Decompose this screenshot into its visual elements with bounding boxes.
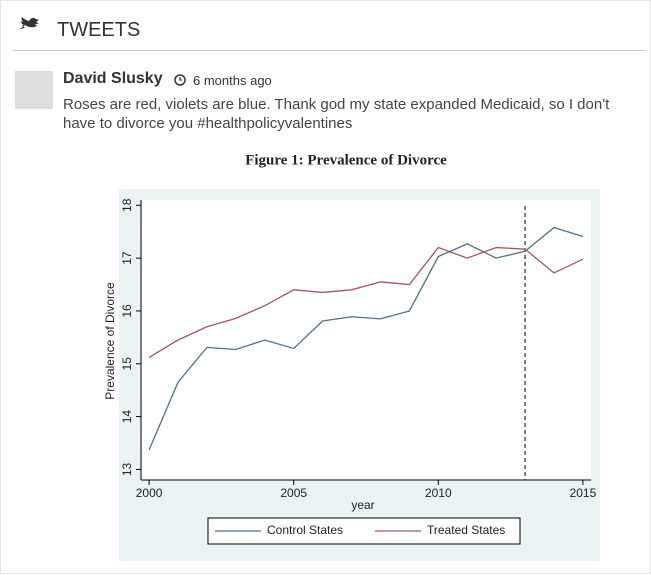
legend <box>207 517 521 545</box>
author[interactable]: David Slusky <box>63 70 163 87</box>
divider <box>13 50 646 51</box>
legend-label: Control States <box>267 523 343 537</box>
clock-icon <box>174 74 186 86</box>
chart-title: Figure 1: Prevalence of Divorce <box>245 152 447 168</box>
x-tick-label: 2010 <box>425 486 452 500</box>
legend-label: Treated States <box>427 523 505 537</box>
y-tick-label: 16 <box>120 304 134 318</box>
plot-area <box>141 200 591 480</box>
tweet-text: Roses are red, violets are blue. Thank g… <box>63 96 610 113</box>
x-tick-label: 2000 <box>136 486 163 500</box>
x-tick-label: 2015 <box>570 486 597 500</box>
series-line <box>148 226 584 451</box>
y-axis-label: Prevalence of Divorce <box>103 282 117 400</box>
y-tick-label: 17 <box>120 251 134 265</box>
y-tick-label: 14 <box>120 410 134 424</box>
x-tick-label: 2005 <box>280 486 307 500</box>
avatar <box>15 71 53 109</box>
y-tick-label: 18 <box>120 198 134 212</box>
y-tick-label: 13 <box>120 462 134 476</box>
y-tick-label: 15 <box>120 357 134 371</box>
tweet-text: have to divorce you #healthpolicyvalenti… <box>63 115 353 132</box>
series-line <box>148 246 584 358</box>
bird-icon <box>20 17 39 29</box>
x-axis-label: year <box>351 498 374 512</box>
timestamp: 6 months ago <box>193 73 272 88</box>
section-title: TWEETS <box>57 19 141 41</box>
clock-hand <box>179 77 182 81</box>
